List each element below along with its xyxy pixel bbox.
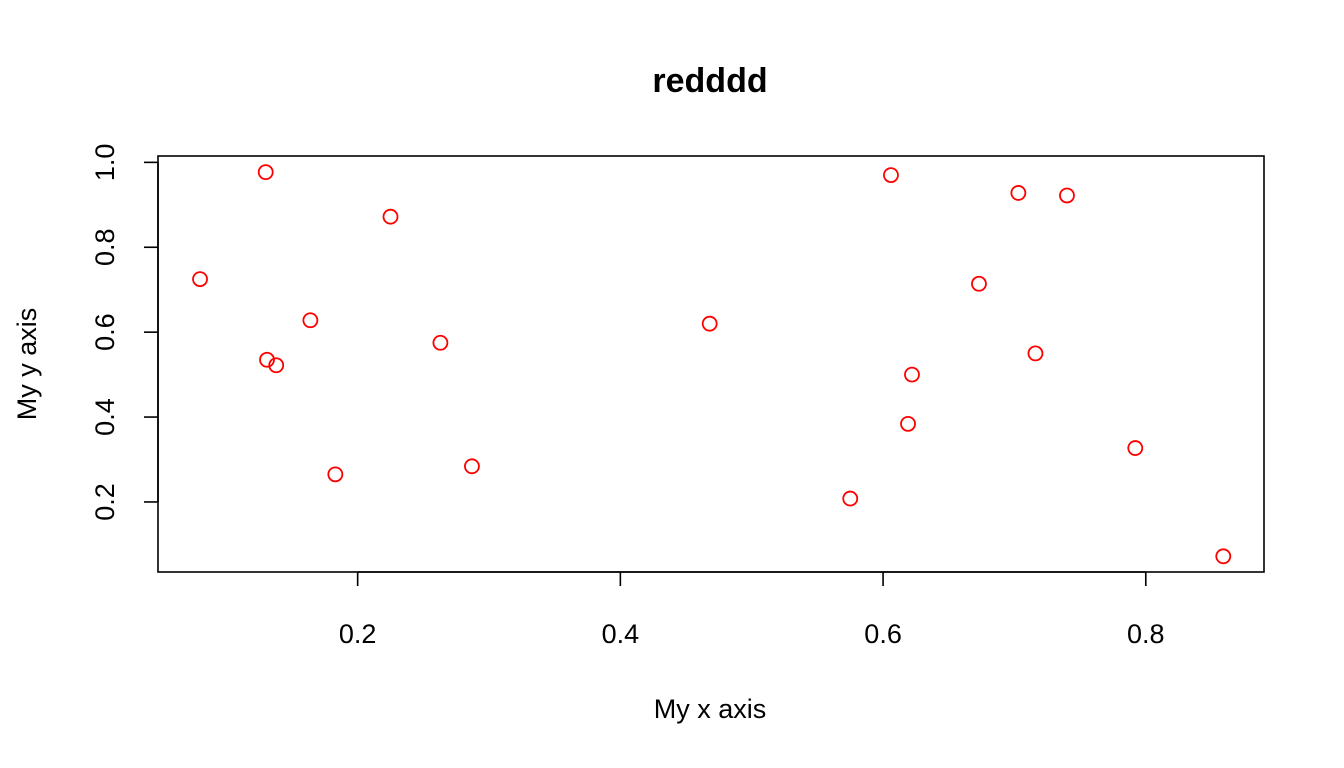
x-axis-label: My x axis	[654, 694, 767, 724]
x-tick-label: 0.6	[864, 619, 902, 649]
y-tick-label: 0.2	[90, 483, 120, 521]
data-point	[192, 271, 208, 288]
data-point	[382, 208, 399, 225]
data-point	[327, 466, 344, 483]
data-point	[904, 366, 920, 383]
data-point	[464, 458, 480, 475]
data-point	[1059, 187, 1075, 204]
y-tick-label: 0.4	[90, 398, 120, 436]
data-point	[257, 164, 274, 181]
data-point	[268, 357, 285, 374]
data-point	[1010, 185, 1027, 201]
data-point	[259, 351, 275, 368]
data-points	[192, 164, 1232, 565]
data-point	[1215, 548, 1232, 565]
y-tick-label: 1.0	[90, 144, 120, 182]
x-tick-label: 0.2	[339, 619, 377, 649]
data-point	[900, 415, 916, 432]
data-point	[971, 275, 987, 292]
data-point	[883, 167, 899, 184]
x-axis: 0.2 0.4 0.6 0.8	[339, 571, 1165, 649]
data-point	[302, 312, 319, 329]
data-point	[701, 315, 718, 332]
y-tick-label: 0.8	[90, 228, 120, 266]
data-point	[432, 334, 449, 351]
x-tick-label: 0.8	[1127, 619, 1165, 649]
y-tick-label: 0.6	[90, 313, 120, 351]
chart-title: redddd	[652, 62, 767, 100]
data-point	[842, 490, 859, 507]
y-axis: 0.2 0.4 0.6 0.8 1.0	[90, 144, 159, 521]
data-point	[1127, 440, 1144, 456]
data-point	[1027, 345, 1044, 362]
plot-area-frame	[157, 155, 1265, 573]
x-tick-label: 0.4	[602, 619, 640, 649]
y-axis-label: My y axis	[12, 308, 42, 421]
